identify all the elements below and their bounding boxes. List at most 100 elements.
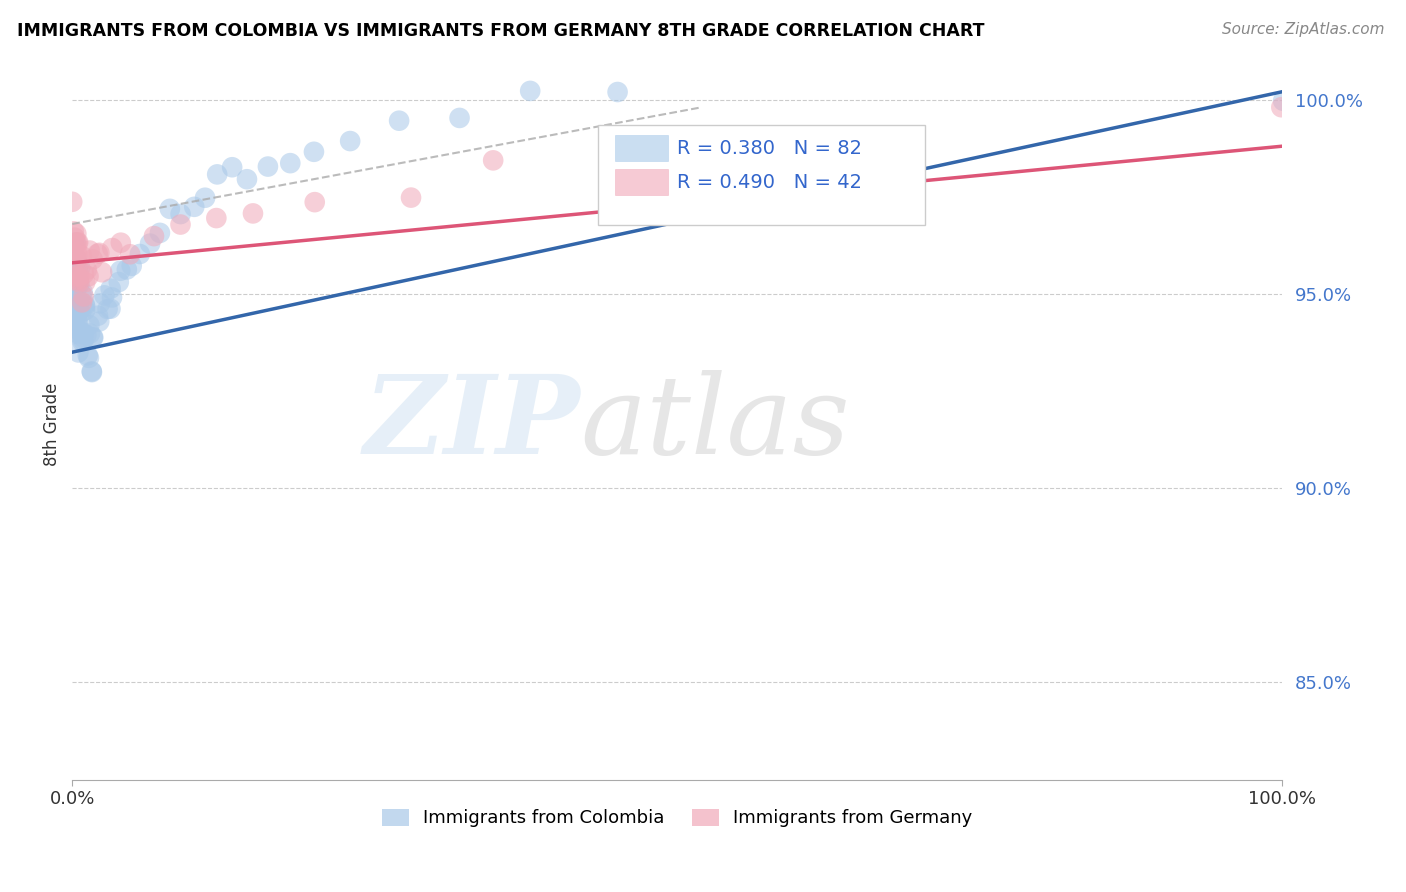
Point (79, 244, 101, 258)
Point (65, 252, 87, 266)
Point (120, 247, 142, 261)
Point (75, 300, 97, 314)
Point (66, 315, 89, 329)
Text: R = 0.490   N = 42: R = 0.490 N = 42 (676, 173, 862, 192)
Point (60, 277, 83, 291)
Legend: Immigrants from Colombia, Immigrants from Germany: Immigrants from Colombia, Immigrants fro… (374, 801, 980, 835)
FancyBboxPatch shape (616, 136, 668, 161)
Point (643, 162, 665, 177)
Point (67, 295, 90, 310)
Point (72, 289, 94, 303)
Point (63, 313, 86, 327)
Point (91, 265, 114, 279)
Text: R = 0.380   N = 82: R = 0.380 N = 82 (676, 138, 862, 158)
Point (388, 113, 411, 128)
Point (169, 218, 191, 232)
Point (75, 303, 97, 318)
Point (115, 262, 138, 277)
Point (76, 262, 98, 277)
Point (86, 247, 108, 261)
Point (110, 264, 132, 278)
Point (242, 206, 264, 220)
Point (1270, 100, 1292, 114)
Point (67, 275, 90, 289)
Point (304, 195, 326, 210)
Text: atlas: atlas (581, 370, 849, 478)
Point (63, 296, 86, 310)
Point (66, 244, 89, 259)
Point (121, 259, 143, 273)
Point (72, 330, 94, 344)
Point (72, 285, 94, 300)
Point (69, 268, 91, 283)
Point (67, 279, 90, 293)
Point (60, 257, 83, 271)
Point (101, 241, 124, 255)
Point (69, 277, 91, 291)
Point (75, 275, 97, 289)
Point (183, 200, 205, 214)
Point (65, 235, 87, 250)
Point (82, 252, 104, 267)
Point (65, 273, 87, 287)
Point (97, 301, 120, 316)
Point (101, 290, 124, 304)
Point (80, 364, 103, 378)
Point (76, 348, 98, 362)
Point (205, 168, 228, 182)
Point (75, 328, 97, 343)
Point (65, 303, 87, 318)
Point (65, 235, 87, 250)
Point (63, 277, 86, 291)
Point (89, 314, 111, 328)
Point (399, 191, 422, 205)
Point (128, 247, 150, 261)
Point (278, 156, 301, 170)
Point (65, 288, 87, 302)
Point (100, 301, 122, 316)
Point (72, 325, 94, 339)
Text: Source: ZipAtlas.com: Source: ZipAtlas.com (1222, 22, 1385, 37)
Point (80, 365, 103, 379)
Point (77, 351, 100, 365)
Point (93, 288, 115, 302)
Text: IMMIGRANTS FROM COLOMBIA VS IMMIGRANTS FROM GERMANY 8TH GRADE CORRELATION CHART: IMMIGRANTS FROM COLOMBIA VS IMMIGRANTS F… (17, 22, 984, 40)
Point (65, 227, 87, 241)
Point (70, 326, 93, 340)
Point (62, 327, 84, 342)
Point (65, 253, 87, 268)
Point (63, 239, 86, 253)
Point (149, 226, 172, 240)
Point (67, 315, 90, 329)
Point (100, 282, 122, 296)
Point (159, 202, 181, 216)
Point (339, 134, 361, 148)
Point (257, 160, 280, 174)
Point (194, 191, 217, 205)
Point (63, 266, 86, 280)
Point (67, 303, 90, 318)
Point (606, 85, 628, 99)
Point (89, 296, 111, 310)
Point (63, 246, 86, 260)
Y-axis label: 8th Grade: 8th Grade (44, 383, 60, 466)
Point (221, 160, 243, 174)
Point (72, 334, 94, 348)
Point (69, 260, 91, 275)
Point (108, 275, 131, 289)
Point (73, 267, 96, 281)
Point (79, 318, 101, 332)
Point (63, 310, 86, 325)
Point (63, 257, 86, 271)
Point (63, 230, 86, 244)
Point (66, 252, 89, 267)
Point (169, 207, 191, 221)
Point (236, 172, 259, 186)
Point (67, 270, 90, 285)
Point (79, 326, 101, 341)
Point (66, 295, 89, 310)
Point (62, 224, 84, 238)
Point (67, 273, 90, 287)
FancyBboxPatch shape (616, 169, 668, 195)
Point (66, 249, 89, 263)
